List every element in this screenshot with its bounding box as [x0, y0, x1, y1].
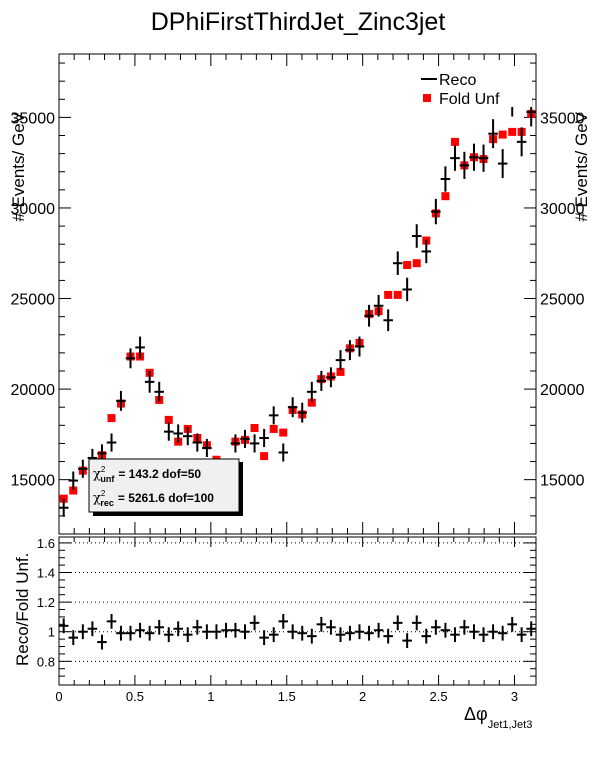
bottom-x-tick-label: 1.5 [278, 689, 296, 704]
bottom-x-tick-label: 1 [207, 689, 214, 704]
chi2-rec: χ2 rec = 5261.6 dof=100 [93, 489, 214, 508]
chi2-rec-text: = 5261.6 dof=100 [118, 491, 214, 505]
x-axis-label: ΔφJet1,Jet3 [464, 704, 532, 731]
top-y-tick-label: 15000 [11, 473, 56, 490]
top-y-tick-label-right: 30000 [540, 201, 585, 218]
fold-unf-point [336, 367, 345, 376]
bottom-x-axis: 0 0.5 1 1.5 2 2.5 3 [55, 537, 518, 704]
chi2-rec-symbol: χ [93, 491, 101, 506]
bottom-panel: 0.8 1 1.2 1.4 1.6 0 0.5 1 1.5 2 2.5 3 Reco/Fold Un… [13, 536, 537, 731]
legend-fold-unf-marker [423, 94, 431, 102]
bottom-y-axis: 0.8 1 1.2 1.4 1.6 [37, 536, 536, 677]
top-panel: 15000 15000 20000 20000 25000 25000 30000 30000… [9, 53, 591, 535]
fold-unf-point [260, 452, 269, 461]
fold-unf-point [498, 130, 507, 139]
bottom-x-tick-label: 2 [359, 689, 366, 704]
chi2-box: χ2 unf = 143.2 dof=50 χ2 rec = 5261.6 dof=10… [88, 458, 243, 516]
top-y-tick-label: 35000 [11, 110, 56, 127]
bottom-x-tick-label: 0 [55, 689, 62, 704]
ratio-data [58, 613, 536, 650]
chi2-unf-text: = 143.2 dof=50 [118, 467, 201, 481]
top-y-axis-label-right: # Events/ GeV [572, 111, 591, 221]
chi2-unf-sup: 2 [101, 465, 106, 474]
top-data [58, 87, 536, 517]
chi2-unf: χ2 unf = 143.2 dof=50 [93, 465, 201, 484]
x-axis-label-main: Δφ [464, 704, 488, 724]
fold-unf-point [269, 424, 278, 433]
bottom-y-tick-label: 1 [48, 625, 55, 640]
fold-unf-point [69, 486, 78, 495]
fold-unf-point [450, 137, 459, 146]
top-y-tick-label-right: 25000 [540, 292, 585, 309]
fold-unf-point [250, 424, 259, 433]
top-y-tick-label-right: 15000 [540, 473, 585, 490]
top-y-tick-label: 20000 [11, 382, 56, 399]
bottom-x-tick-label: 2.5 [430, 689, 448, 704]
top-y-tick-label: 30000 [11, 201, 56, 218]
fold-unf-point [441, 192, 450, 201]
top-plot-frame [58, 53, 537, 535]
chart-title: DPhiFirstThirdJet_Zinc3jet [151, 8, 446, 36]
chi2-box-background [88, 458, 240, 513]
fold-unf-point [279, 428, 288, 437]
bottom-y-axis-label: Reco/Fold Unf. [13, 553, 32, 666]
top-y-tick-label-right: 20000 [540, 382, 585, 399]
bottom-y-tick-label: 1.2 [37, 595, 55, 610]
fold-unf-point [403, 261, 412, 270]
fold-unf-point [164, 415, 173, 424]
x-axis-label-sub: Jet1,Jet3 [488, 719, 533, 731]
legend-reco-label: Reco [439, 72, 476, 89]
chi2-rec-sub: rec [100, 498, 114, 508]
fold-unf-point [384, 290, 393, 299]
legend-background [414, 67, 532, 107]
bottom-plot-frame [58, 536, 537, 686]
top-y-tick-label: 25000 [11, 292, 56, 309]
bottom-x-tick-label: 0.5 [126, 689, 144, 704]
ratio-gridlines [59, 542, 536, 662]
bottom-y-tick-label: 0.8 [37, 654, 55, 669]
fold-unf-point [412, 259, 421, 268]
bottom-x-tick-label: 3 [511, 689, 518, 704]
fold-unf-point [508, 127, 517, 136]
chi2-unf-symbol: χ [93, 467, 101, 482]
chi2-unf-sub: unf [100, 474, 115, 484]
legend: Reco Fold Unf [414, 67, 532, 108]
fold-unf-point [307, 398, 316, 407]
legend-fold-unf-label: Fold Unf [439, 91, 500, 108]
top-y-axis-label: # Events/ GeV [9, 111, 28, 221]
top-y-tick-label-right: 35000 [540, 110, 585, 127]
fold-unf-point [393, 290, 402, 299]
bottom-y-tick-label: 1.6 [37, 536, 55, 551]
fold-unf-point [107, 414, 116, 423]
top-y-axis: 15000 15000 20000 20000 25000 25000 30000 30000… [11, 54, 585, 535]
bottom-y-tick-label: 1.4 [37, 566, 55, 581]
chi2-rec-sup: 2 [101, 489, 106, 498]
